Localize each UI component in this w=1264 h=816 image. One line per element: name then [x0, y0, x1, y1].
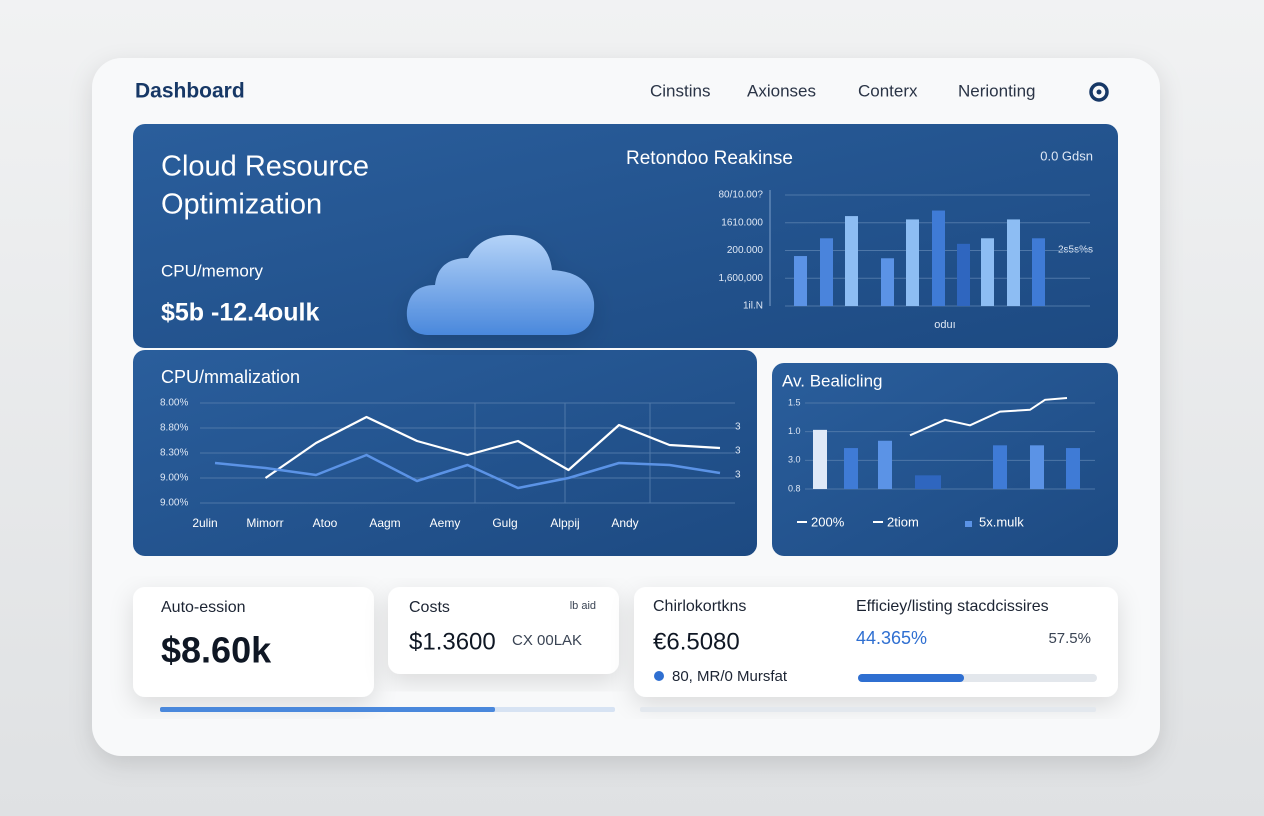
label: 9.00% [160, 498, 188, 509]
label: 1.0 [788, 426, 801, 436]
metric-value: $5b -12.4oulk [161, 299, 319, 327]
label: 8.30% [160, 448, 188, 459]
bar [932, 210, 945, 306]
brand: Dashboard [135, 80, 245, 103]
bar [981, 238, 994, 306]
bottom-cards [133, 587, 1118, 712]
charts: Retondoo Reakinse 0.0 Gdsn2s5s%soduı80/10… [160, 148, 1097, 685]
label: Mimorr [246, 516, 283, 530]
bar [844, 448, 858, 489]
bar [1007, 219, 1020, 306]
label: 1il.N [743, 301, 763, 312]
label: 44.365% [856, 628, 927, 648]
bar [915, 475, 941, 489]
label: 3 [735, 422, 741, 433]
label: Andy [611, 516, 638, 530]
label: Costs [409, 599, 450, 616]
hero-card [133, 124, 1118, 348]
nav-link[interactable]: Axionses [747, 81, 816, 100]
cloud [406, 235, 595, 335]
bar [957, 243, 970, 306]
nav-link[interactable]: Cinstins [650, 81, 710, 100]
hero-title: Optimization [161, 189, 322, 221]
legend-swatch [873, 521, 883, 523]
bar [1032, 238, 1045, 306]
status-dot [654, 671, 664, 681]
bar [845, 216, 858, 306]
label: Alppij [550, 516, 579, 530]
label: 3 [735, 470, 741, 481]
legend-swatch [797, 521, 807, 523]
bar [906, 219, 919, 306]
label: 200% [811, 514, 845, 529]
line-series [214, 453, 721, 490]
bar [1066, 448, 1080, 489]
label: 200.000 [727, 245, 764, 256]
label: 80, MR/0 Mursfat [672, 668, 788, 685]
label: CPU/mmalization [161, 367, 300, 387]
bar [878, 440, 892, 489]
label: Efficiey/listing stacdcissires [856, 598, 1049, 615]
label: oduı [934, 319, 955, 331]
label: Aemy [430, 516, 461, 530]
label: lb aid [570, 600, 596, 612]
label: Retondoo Reakinse [626, 148, 793, 169]
label: $1.3600 [409, 628, 496, 655]
label: Atoo [313, 516, 338, 530]
mini-card [772, 363, 1118, 556]
line-series [264, 415, 721, 479]
label: 2tiom [887, 514, 919, 529]
label: 1,600,000 [719, 273, 764, 284]
label: CX 00LAK [512, 632, 582, 649]
label: 9.00% [160, 473, 188, 484]
metric-label: CPU/memory [161, 261, 264, 280]
label: Auto-ession [161, 599, 246, 616]
label: 3.0 [788, 455, 801, 465]
legend-swatch [965, 521, 972, 527]
label: Chirlokortkns [653, 598, 746, 615]
settings-icon[interactable] [1089, 82, 1109, 102]
label: 80/10.00? [719, 190, 764, 201]
label: 1610.000 [721, 217, 763, 228]
hero-title: Cloud Resource [161, 151, 369, 183]
label: Gulg [492, 516, 517, 530]
line-series [909, 397, 1068, 437]
label: 2ulin [192, 516, 217, 530]
label: 0.0 Gdsn [1040, 148, 1093, 163]
nav-link[interactable]: Conterx [858, 81, 918, 100]
label: 8.00% [160, 398, 188, 409]
label: 1.5 [788, 397, 801, 407]
label: 0.8 [788, 483, 801, 493]
label: 5x.mulk [979, 514, 1024, 529]
label: Aagm [369, 516, 400, 530]
progress-fill [858, 674, 965, 682]
label: Av. Bealicling [782, 371, 882, 390]
label: $8.60k [161, 630, 272, 671]
label: 3 [735, 446, 741, 457]
bar [794, 256, 807, 306]
bar [820, 238, 833, 306]
bar [813, 429, 827, 489]
bar [993, 445, 1007, 489]
nav: Cinstins Axionses Conterx Nerionting [650, 81, 1036, 100]
nav-link[interactable]: Nerionting [958, 81, 1036, 100]
label: 8.80% [160, 423, 188, 434]
bar [881, 258, 894, 306]
label: 57.5% [1048, 630, 1091, 647]
label: €6.5080 [653, 628, 740, 655]
bar [1030, 445, 1044, 489]
